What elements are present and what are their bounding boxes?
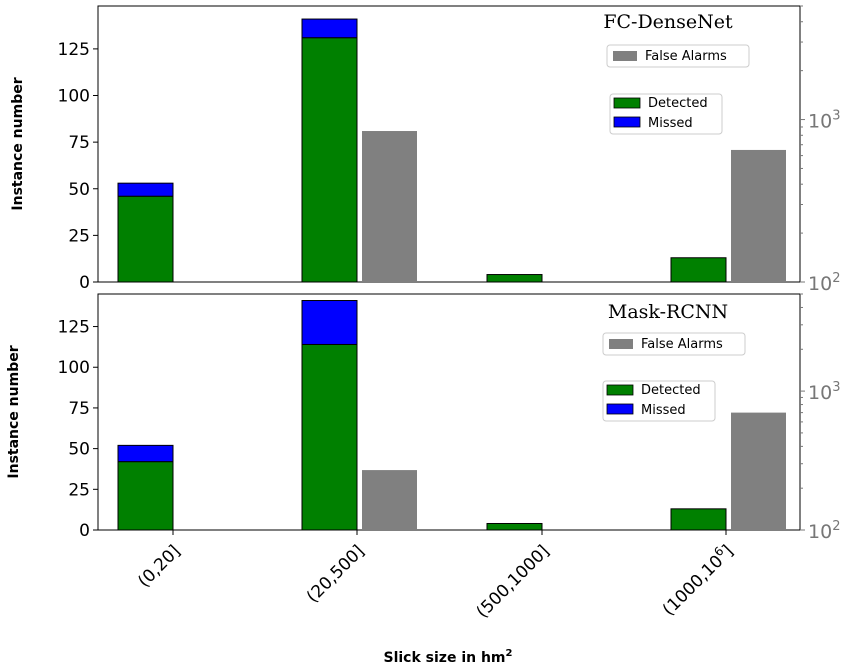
legend-false-alarms-box [606, 44, 750, 68]
x-tick-label-500-1000: (500,1000] [473, 541, 554, 622]
legend-label-detected: Detected [641, 383, 701, 398]
y-tick-label: 50 [68, 180, 90, 200]
y-tick-label: 125 [58, 318, 90, 338]
y-tick-label: 25 [68, 226, 90, 246]
legend-label-false-alarms: False Alarms [641, 337, 723, 352]
y-tick-label: 100 [58, 358, 90, 378]
bar-detected-1000-10 [670, 257, 727, 283]
legend-swatch-false-alarms [609, 339, 633, 349]
bar-detected-0-20 [117, 461, 174, 531]
x-tick-label-20-500: (20,500] [303, 541, 369, 607]
y-tick-label: 25 [68, 480, 90, 500]
y-axis-label: Instance number [6, 345, 22, 478]
bar-detected-500-1000 [486, 274, 543, 283]
legend-false-alarms-box [602, 332, 746, 356]
legend-swatch-detected [613, 97, 641, 109]
bar-missed-20-500 [301, 18, 358, 39]
bar-detected-1000-10 [670, 508, 727, 531]
bar-missed-0-20 [117, 182, 174, 197]
chart-fc-densenet: 0 25 50 75 100 125 102 103 FC-DenseNet False Alar… [10, 5, 840, 295]
plot-frame [97, 5, 801, 283]
y-tick-label: 0 [79, 273, 90, 293]
x-tick-label-1000-10: (1000,106] [657, 539, 738, 620]
y2-tick-label: 102 [808, 271, 840, 295]
bar-detected-20-500 [301, 37, 358, 283]
bar-detected-0-20 [117, 195, 174, 283]
legend-swatch-missed [613, 116, 641, 128]
y2-tick-label: 103 [808, 380, 840, 404]
legend-label-missed: Missed [648, 116, 693, 131]
y-tick-label: 100 [58, 87, 90, 107]
bar-false-alarms-20-500 [362, 470, 417, 530]
bar-detected-500-1000 [486, 522, 543, 531]
y-tick-label: 50 [68, 440, 90, 460]
y2-tick-label: 102 [808, 519, 840, 543]
y-axis-label: Instance number [10, 77, 26, 210]
y-tick-label: 75 [68, 133, 90, 153]
chart-title: Mask-RCNN [608, 301, 728, 323]
y-tick-label: 0 [79, 521, 90, 541]
bar-false-alarms-20-500 [362, 131, 417, 282]
y2-tick-label: 103 [808, 109, 840, 133]
legend-label-detected: Detected [648, 96, 708, 111]
bar-missed-20-500 [301, 300, 358, 345]
legend-swatch-detected [606, 384, 634, 396]
y-tick-label: 125 [58, 40, 90, 60]
bar-false-alarms-1000-10 [731, 412, 786, 530]
chart-title: FC-DenseNet [603, 11, 733, 33]
y-tick-label: 75 [68, 399, 90, 419]
chart-mask-rcnn: 0 25 50 75 100 125 102 103 Mask-RCNN False Alarms… [6, 293, 840, 543]
bar-false-alarms-1000-10 [731, 149, 786, 282]
bar-missed-0-20 [117, 444, 174, 463]
x-tick-labels: (0,20] (20,500] (500,1000] (1000,106] [134, 530, 738, 622]
x-axis-label: Slick size in hm2 [384, 648, 513, 666]
legend-swatch-false-alarms [613, 51, 637, 61]
legend-label-missed: Missed [641, 403, 686, 418]
legend-swatch-missed [606, 403, 634, 415]
legend-label-false-alarms: False Alarms [645, 49, 727, 64]
x-tick-label-0-20: (0,20] [134, 541, 184, 591]
plot-frame [97, 293, 801, 531]
bar-detected-20-500 [301, 343, 358, 531]
